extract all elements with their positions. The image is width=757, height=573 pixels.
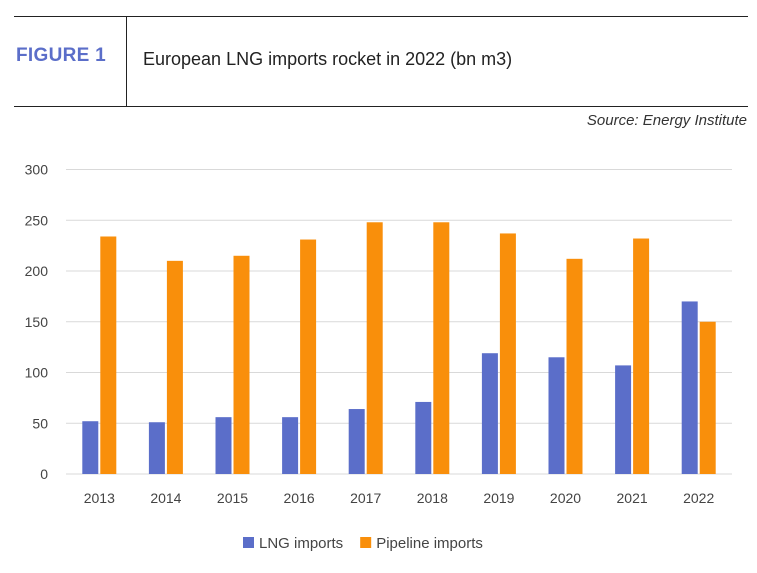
bar-pipeline-imports-2015 bbox=[233, 255, 250, 474]
bar-lng-imports-2021 bbox=[615, 365, 632, 474]
x-tick-label: 2015 bbox=[217, 490, 248, 506]
bar-pipeline-imports-2020 bbox=[566, 258, 583, 474]
x-tick-label: 2013 bbox=[84, 490, 115, 506]
bar-pipeline-imports-2016 bbox=[300, 239, 317, 474]
bar-pipeline-imports-2019 bbox=[499, 233, 516, 474]
bar-lng-imports-2018 bbox=[415, 401, 432, 474]
legend-swatch bbox=[243, 537, 254, 548]
bar-pipeline-imports-2014 bbox=[166, 260, 183, 474]
bar-pipeline-imports-2018 bbox=[433, 222, 450, 474]
bar-pipeline-imports-2022 bbox=[699, 321, 716, 474]
y-tick-label: 100 bbox=[25, 365, 49, 381]
x-tick-label: 2018 bbox=[417, 490, 448, 506]
bar-lng-imports-2020 bbox=[548, 357, 565, 474]
legend-label: Pipeline imports bbox=[376, 535, 483, 552]
legend-label: LNG imports bbox=[259, 535, 343, 552]
x-tick-label: 2021 bbox=[617, 490, 648, 506]
chart-title: European LNG imports rocket in 2022 (bn … bbox=[143, 49, 513, 69]
bar-lng-imports-2022 bbox=[681, 301, 698, 474]
bar-lng-imports-2015 bbox=[215, 417, 232, 474]
x-tick-label: 2017 bbox=[350, 490, 381, 506]
y-tick-label: 300 bbox=[25, 162, 49, 178]
bar-pipeline-imports-2013 bbox=[100, 236, 117, 474]
x-tick-label: 2014 bbox=[150, 490, 181, 506]
y-tick-label: 250 bbox=[25, 212, 49, 228]
figure-label: FIGURE 1 bbox=[16, 45, 107, 66]
bar-pipeline-imports-2017 bbox=[366, 222, 383, 474]
figure-header: FIGURE 1 European LNG imports rocket in … bbox=[14, 16, 748, 107]
y-tick-label: 0 bbox=[40, 466, 48, 482]
bar-pipeline-imports-2021 bbox=[633, 238, 650, 474]
y-tick-label: 200 bbox=[25, 263, 49, 279]
x-tick-label: 2020 bbox=[550, 490, 581, 506]
bar-lng-imports-2019 bbox=[481, 353, 498, 474]
bar-lng-imports-2013 bbox=[82, 421, 99, 474]
y-tick-label: 150 bbox=[25, 314, 49, 330]
x-tick-label: 2022 bbox=[683, 490, 714, 506]
bar-lng-imports-2014 bbox=[148, 422, 165, 474]
source-note: Source: Energy Institute bbox=[586, 112, 747, 129]
y-tick-label: 50 bbox=[32, 415, 48, 431]
x-tick-label: 2019 bbox=[483, 490, 514, 506]
x-tick-label: 2016 bbox=[284, 490, 315, 506]
legend-swatch bbox=[360, 537, 372, 548]
bar-lng-imports-2017 bbox=[348, 409, 365, 474]
bar-lng-imports-2016 bbox=[282, 417, 299, 474]
header-divider bbox=[126, 17, 127, 106]
